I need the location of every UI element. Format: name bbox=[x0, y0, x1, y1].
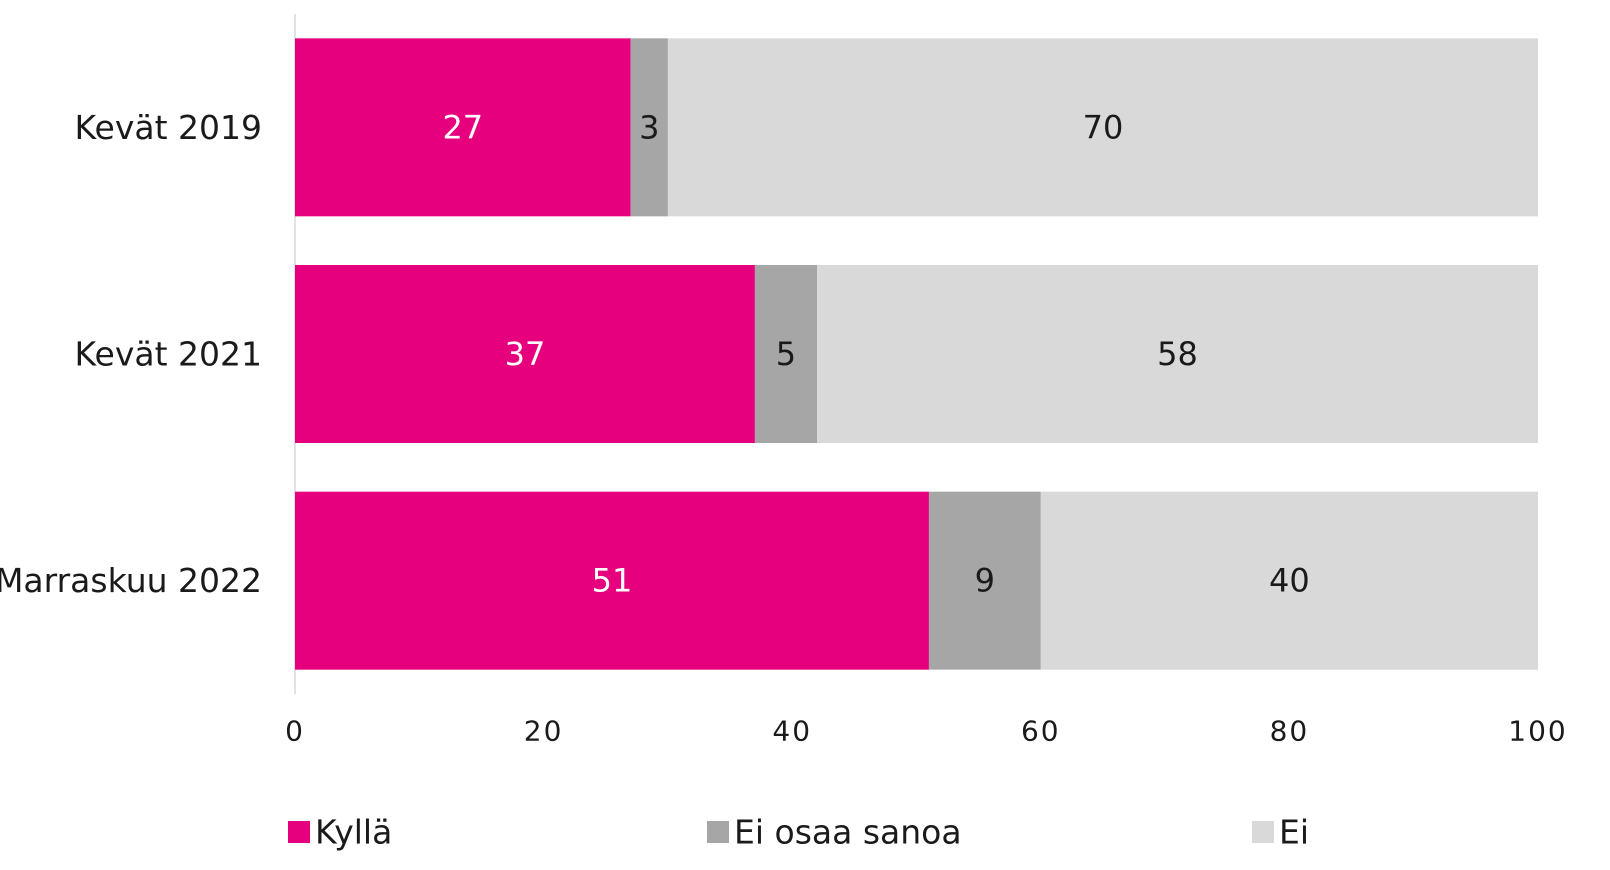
data-label-1-2: 9 bbox=[975, 562, 995, 600]
category-labels-group: Kevät 2019 Kevät 2021 Marraskuu 2022 bbox=[0, 108, 262, 600]
x-tick-label-5: 100 bbox=[1508, 715, 1567, 748]
data-label-2-2: 40 bbox=[1269, 562, 1310, 600]
data-label-0-1: 37 bbox=[505, 335, 546, 373]
x-tick-labels-group: 0 20 40 60 80 100 bbox=[285, 715, 1567, 748]
legend-swatch-1 bbox=[707, 821, 729, 843]
x-tick-label-0: 0 bbox=[285, 715, 305, 748]
legend: Kyllä Ei osaa sanoa Ei bbox=[288, 813, 1309, 852]
category-label-0: Kevät 2019 bbox=[75, 108, 262, 147]
bar-segment-1-1 bbox=[754, 265, 818, 443]
bars-group bbox=[295, 38, 1538, 670]
bar-segment-0-1 bbox=[295, 265, 755, 443]
bar-segment-1-2 bbox=[928, 491, 1041, 670]
data-labels-group: 27 3 70 37 5 58 51 9 40 bbox=[442, 108, 1309, 599]
legend-swatch-0 bbox=[288, 821, 310, 843]
x-tick-label-2: 40 bbox=[772, 715, 812, 748]
legend-label-0: Kyllä bbox=[315, 813, 392, 852]
legend-label-1: Ei osaa sanoa bbox=[734, 813, 962, 852]
x-tick-label-3: 60 bbox=[1021, 715, 1061, 748]
bar-segment-0-2 bbox=[295, 491, 929, 670]
legend-label-2: Ei bbox=[1279, 813, 1309, 852]
data-label-2-1: 58 bbox=[1157, 335, 1198, 373]
data-label-2-0: 70 bbox=[1083, 108, 1124, 146]
bar-segment-2-1 bbox=[817, 265, 1538, 443]
bar-segment-1-0 bbox=[630, 38, 668, 217]
x-tick-label-1: 20 bbox=[524, 715, 564, 748]
data-label-0-0: 27 bbox=[442, 108, 483, 146]
data-label-1-1: 5 bbox=[776, 335, 796, 373]
category-label-2: Marraskuu 2022 bbox=[0, 561, 262, 600]
category-label-1: Kevät 2021 bbox=[75, 335, 262, 374]
legend-swatch-2 bbox=[1252, 821, 1274, 843]
x-tick-label-4: 80 bbox=[1270, 715, 1310, 748]
bar-segment-2-2 bbox=[1040, 491, 1538, 670]
data-label-0-2: 51 bbox=[592, 562, 633, 600]
data-label-1-0: 3 bbox=[639, 108, 659, 146]
bar-segment-2-0 bbox=[667, 38, 1538, 217]
bar-segment-0-0 bbox=[295, 38, 631, 217]
